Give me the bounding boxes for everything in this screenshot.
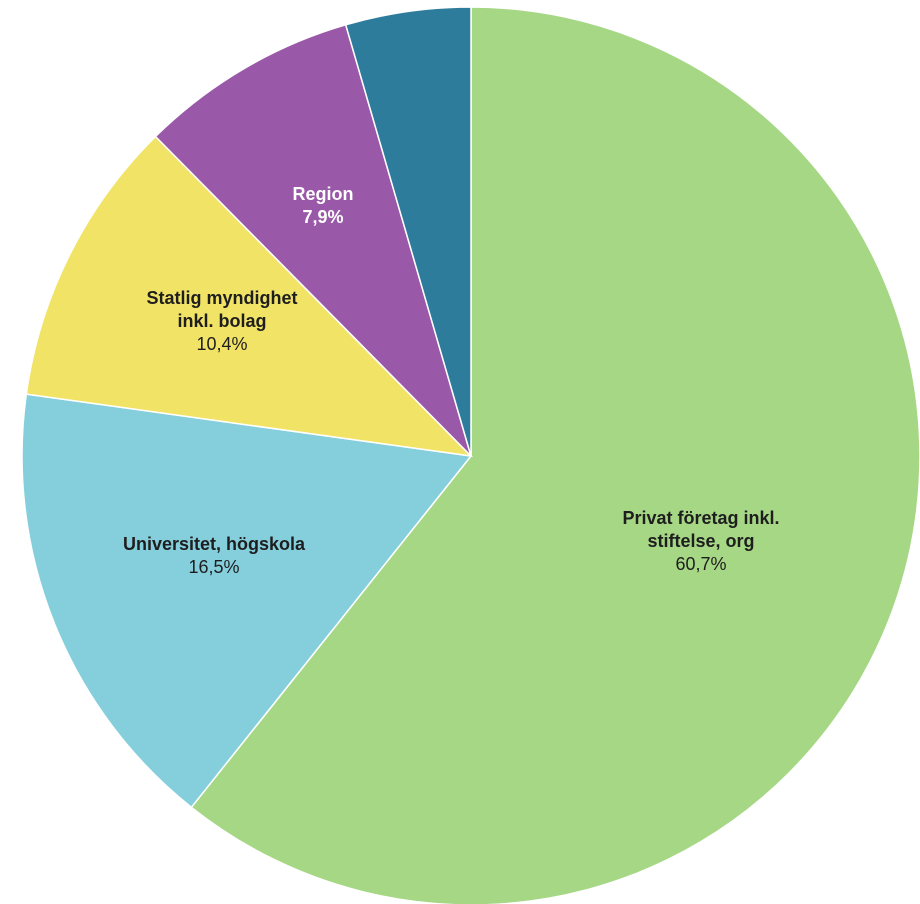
pie-slice	[154, 23, 472, 457]
pie-slice	[190, 6, 920, 904]
slice-name: Region	[293, 184, 354, 204]
slice-value-label: 60,7%	[675, 554, 726, 574]
slice-label: Privat företag inkl. stiftelse, org 60,7%	[622, 508, 779, 574]
slice-label: Statlig myndighet inkl. bolag 10,4%	[146, 288, 297, 354]
slice-name: Universitet, högskola	[123, 534, 306, 554]
pie-slice	[21, 393, 473, 809]
pie-slices	[21, 6, 920, 904]
slice-name: inkl. bolag	[177, 311, 266, 331]
slice-value-label: 16,5%	[188, 557, 239, 577]
pie-labels: Privat företag inkl. stiftelse, org 60,7% U…	[123, 184, 780, 577]
slice-name: stiftelse, org	[647, 531, 754, 551]
slice-label: Universitet, högskola 16,5%	[123, 534, 306, 577]
slice-label: Region 7,9%	[293, 184, 354, 227]
slice-value-label: 10,4%	[196, 334, 247, 354]
pie-slice	[344, 6, 472, 457]
pie-slice	[25, 135, 474, 458]
slice-name: Privat företag inkl.	[622, 508, 779, 528]
slice-name: Statlig myndighet	[146, 288, 297, 308]
slice-value-label: 7,9%	[302, 207, 343, 227]
